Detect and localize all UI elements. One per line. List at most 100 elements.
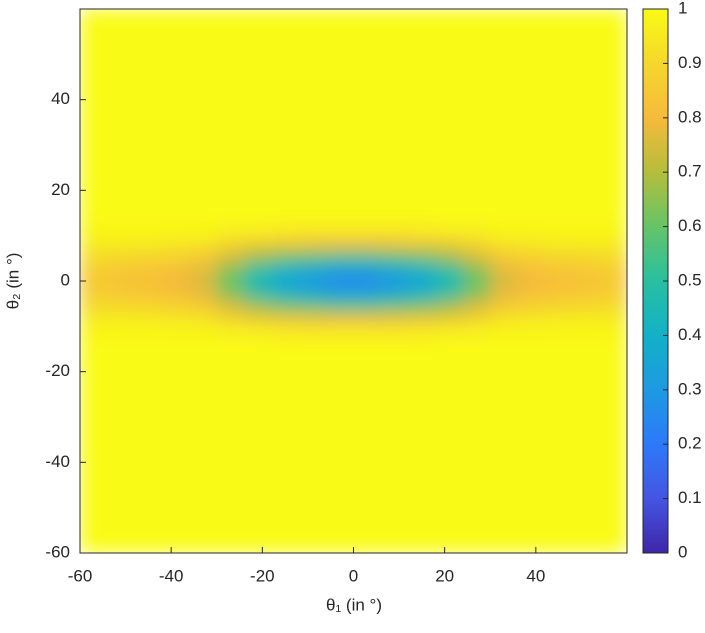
heatmap-cell: [544, 9, 573, 219]
heatmap-cell: [599, 344, 627, 553]
x-tick-label: 40: [526, 566, 545, 585]
heatmap-cell: [517, 312, 546, 327]
heatmap-cell: [462, 326, 491, 345]
y-tick-label: -60: [45, 542, 70, 561]
heatmap-cell: [599, 217, 627, 237]
heatmap-cell: [107, 312, 136, 327]
x-tick-label: -40: [159, 566, 184, 585]
heatmap-cell: [298, 344, 327, 553]
heatmap-cell: [462, 299, 491, 314]
heatmap-cell: [271, 299, 300, 314]
heatmap-cell: [380, 217, 409, 237]
heatmap-cell: [80, 312, 108, 327]
heatmap-cell: [462, 344, 491, 553]
heatmap-cell: [517, 217, 546, 237]
heatmap-cell: [189, 217, 218, 237]
heatmap-cell: [271, 217, 300, 237]
heatmap-cell: [162, 274, 190, 289]
heatmap-cell: [517, 9, 546, 219]
heatmap-cell: [380, 299, 409, 314]
heatmap-cell: [189, 299, 218, 314]
heatmap-cell: [298, 287, 327, 300]
heatmap-cell: [189, 287, 218, 300]
heatmap-cell: [216, 249, 245, 264]
heatmap-cell: [353, 287, 382, 300]
heatmap-cell: [490, 262, 519, 275]
heatmap-cell: [216, 9, 245, 219]
heatmap-cell: [462, 312, 491, 327]
heatmap-cell: [353, 235, 382, 250]
heatmap-cell: [271, 287, 300, 300]
heatmap-cell: [162, 312, 190, 327]
heatmap-cell: [517, 235, 546, 250]
heatmap-cell: [134, 287, 163, 300]
heatmap-cell: [298, 262, 327, 275]
colorbar-tick-label: 0.7: [678, 162, 702, 181]
heatmap-cell: [107, 9, 136, 219]
heatmap-cell: [490, 287, 519, 300]
heatmap-cell: [298, 312, 327, 327]
heatmap-cell: [162, 344, 190, 553]
heatmap-cell: [353, 274, 382, 289]
heatmap-cell: [599, 9, 627, 219]
heatmap-cell: [107, 326, 136, 345]
heatmap-cell: [353, 312, 382, 327]
y-tick-label: 0: [61, 270, 70, 289]
heatmap-cell: [244, 312, 272, 327]
heatmap-cell: [216, 344, 245, 553]
heatmap-cell: [599, 262, 627, 275]
heatmap-cell: [244, 249, 272, 264]
heatmap-cell: [244, 217, 272, 237]
heatmap-cell: [189, 326, 218, 345]
heatmap-cell: [408, 274, 437, 289]
colorbar-tick-label: 0.3: [678, 379, 702, 398]
heatmap-cell: [544, 287, 573, 300]
heatmap-cell: [107, 235, 136, 250]
heatmap-cell: [353, 262, 382, 275]
heatmap-cell: [189, 344, 218, 553]
heatmap-cell: [326, 299, 354, 314]
heatmap-cell: [271, 249, 300, 264]
heatmap-cell: [134, 235, 163, 250]
heatmap-cell: [435, 249, 464, 264]
heatmap-cell: [490, 344, 519, 553]
heatmap-cell: [134, 312, 163, 327]
heatmap-cell: [408, 299, 437, 314]
heatmap-cell: [326, 274, 354, 289]
heatmap-cell: [435, 262, 464, 275]
heatmap-cell: [490, 249, 519, 264]
heatmap-cell: [517, 274, 546, 289]
heatmap-cell: [462, 9, 491, 219]
heatmap-cell: [408, 9, 437, 219]
heatmap-cell: [216, 262, 245, 275]
heatmap-cell: [189, 249, 218, 264]
heatmap-cell: [326, 287, 354, 300]
heatmap-cell: [544, 217, 573, 237]
heatmap-cell: [517, 344, 546, 553]
heatmap-cell: [380, 249, 409, 264]
x-tick-label: -60: [68, 566, 93, 585]
heatmap-cell: [326, 217, 354, 237]
heatmap-cell: [189, 235, 218, 250]
heatmap-cell: [162, 262, 190, 275]
heatmap-cell: [353, 299, 382, 314]
y-tick-label: 20: [51, 180, 70, 199]
heatmap-cell: [408, 249, 437, 264]
y-tick-label: -20: [45, 361, 70, 380]
heatmap-cell: [107, 274, 136, 289]
heatmap-cell: [134, 262, 163, 275]
heatmap-cell: [271, 312, 300, 327]
heatmap-cell: [189, 274, 218, 289]
heatmap-cell: [572, 217, 601, 237]
heatmap-cell: [162, 287, 190, 300]
heatmap-cell: [462, 249, 491, 264]
heatmap-cell: [435, 217, 464, 237]
colorbar-tick-label: 1: [678, 0, 687, 17]
heatmap-cell: [80, 274, 108, 289]
heatmap-cell: [80, 287, 108, 300]
heatmap-cell: [162, 9, 190, 219]
heatmap-cell: [572, 249, 601, 264]
heatmap-cell: [490, 235, 519, 250]
heatmap-cell: [572, 235, 601, 250]
heatmap-cell: [544, 326, 573, 345]
